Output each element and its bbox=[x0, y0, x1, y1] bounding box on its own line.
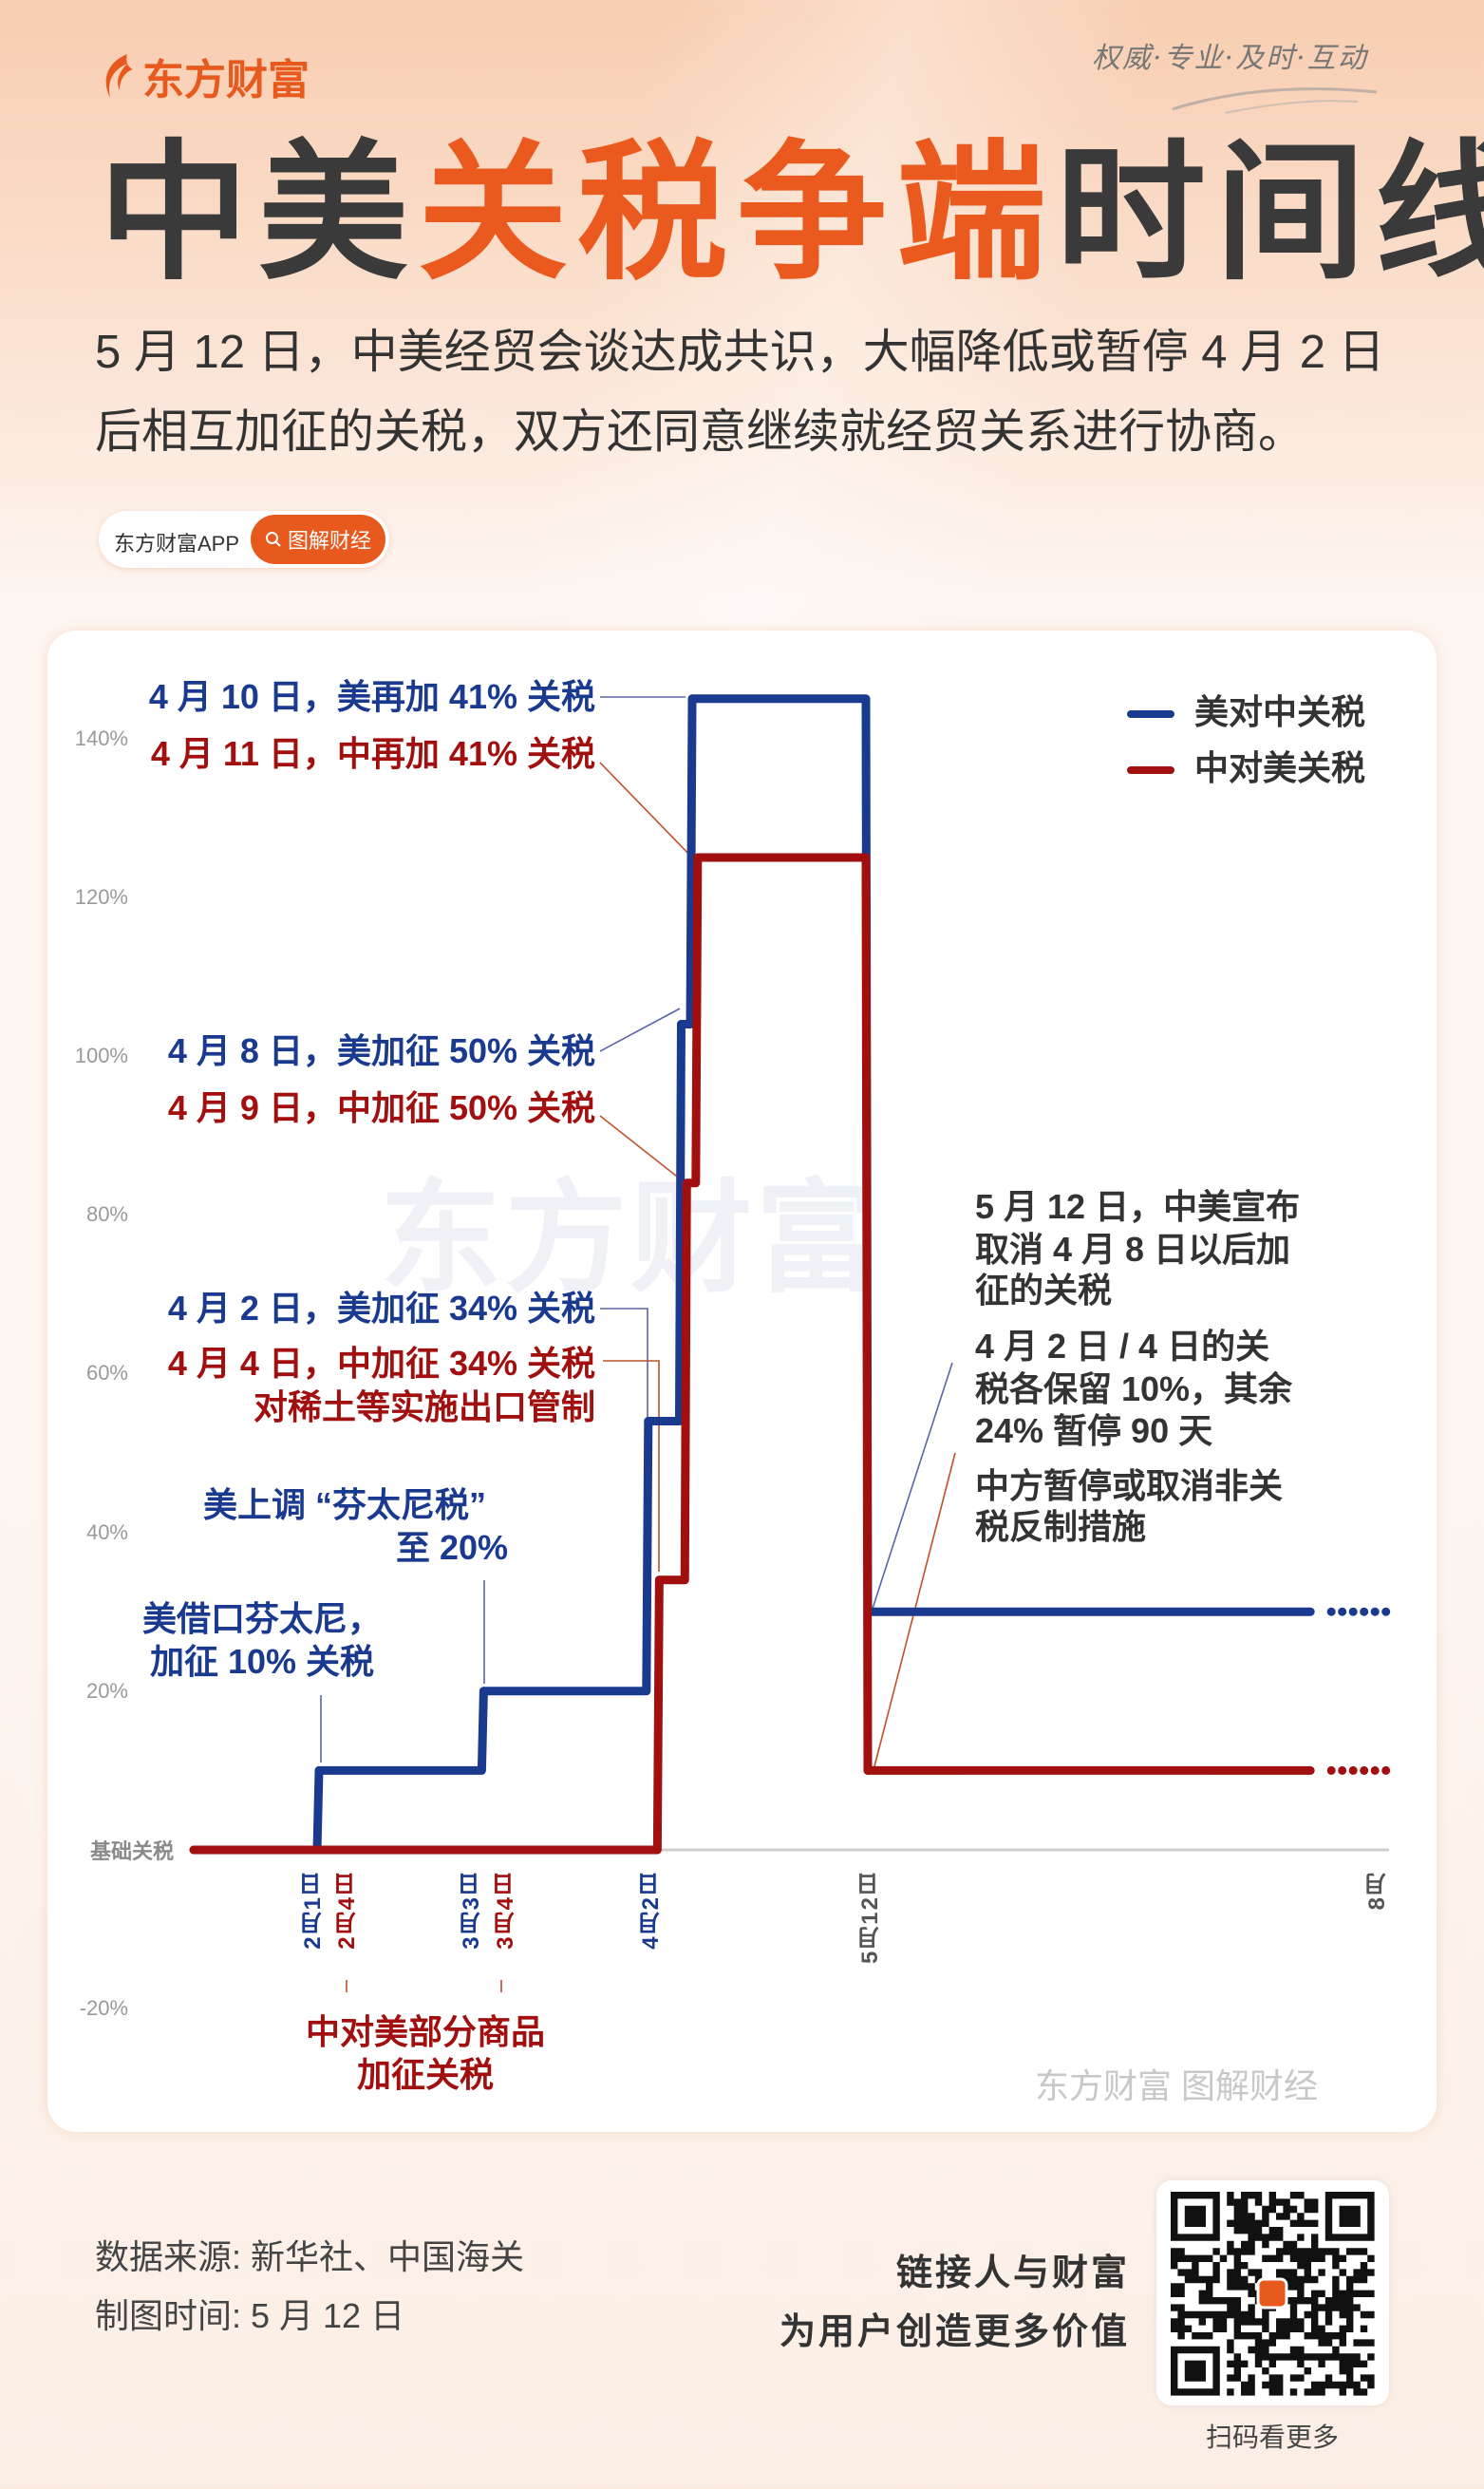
connector-apr8 bbox=[599, 1008, 681, 1052]
annotation-apr8: 4 月 8 日，美加征 50% 关税 bbox=[167, 1031, 595, 1070]
title-part-3: 时间线 bbox=[1056, 130, 1484, 297]
legend-label-cn: 中对美关税 bbox=[1194, 748, 1366, 787]
series-cn-continuation-dot bbox=[1381, 1765, 1391, 1775]
qr-code-icon bbox=[1171, 2192, 1375, 2396]
annotation-mar3-line1: 美上调 “芬太尼税” bbox=[202, 1485, 486, 1524]
brand-name: 东方财富 bbox=[142, 57, 310, 104]
series-us-step-03-03 bbox=[314, 1687, 488, 1775]
series-cn bbox=[189, 853, 1391, 1855]
series-us-continuation-dot bbox=[1348, 1607, 1358, 1616]
y-tick-label: 80% bbox=[85, 1202, 128, 1227]
note-line: 税各保留 10%，其余 bbox=[975, 1369, 1293, 1408]
flame-logo-icon bbox=[105, 54, 133, 98]
note-line: 税反制措施 bbox=[975, 1507, 1147, 1546]
chart-footer-watermark: 东方财富 图解财经 bbox=[1035, 2066, 1319, 2105]
note-line: 5 月 12 日，中美宣布 bbox=[975, 1187, 1301, 1226]
y-tick-label: 60% bbox=[85, 1361, 128, 1386]
subtitle-line-1: 5 月 12 日，中美经贸会谈达成共识，大幅降低或暂停 4 月 2 日 bbox=[95, 327, 1385, 378]
y-tick-label: 基础关税 bbox=[89, 1839, 174, 1863]
annotation-feb1-line2: 加征 10% 关税 bbox=[150, 1642, 375, 1681]
series-cn-continuation-dot bbox=[1360, 1765, 1369, 1775]
note-line: 征的关税 bbox=[975, 1271, 1113, 1310]
annotation-cn-goods-line1: 中对美部分商品 bbox=[305, 2012, 546, 2051]
data-source: 数据来源: 新华社、中国海关 bbox=[95, 2237, 525, 2276]
x-tick-label: 3月3日 bbox=[459, 1871, 485, 1950]
page-title: 中美关税争端时间线 bbox=[99, 123, 1484, 304]
y-tick-label: 120% bbox=[74, 884, 128, 909]
qr-caption: 扫码看更多 bbox=[1205, 2423, 1340, 2452]
category-tag-label: 图解财经 bbox=[287, 529, 371, 553]
series-cn-continuation-dot bbox=[1338, 1765, 1347, 1775]
brand-logo: 东方财富 bbox=[99, 46, 310, 106]
connector-apr4 bbox=[603, 1360, 660, 1572]
annotation-apr11: 4 月 11 日，中再加 41% 关税 bbox=[150, 734, 595, 773]
series-cn-continuation-dot bbox=[1348, 1765, 1358, 1775]
note-line: 中方暂停或取消非关 bbox=[975, 1466, 1284, 1505]
annotation-apr9: 4 月 9 日，中加征 50% 关税 bbox=[167, 1088, 595, 1127]
y-tick-label: 40% bbox=[85, 1519, 128, 1544]
note-line: 取消 4 月 8 日以后加 bbox=[975, 1230, 1291, 1269]
series-cn-step-04-09 bbox=[654, 1179, 691, 1585]
annotation-mar3-line2: 至 20% bbox=[395, 1528, 508, 1567]
series-us-continuation-dot bbox=[1338, 1607, 1347, 1616]
y-tick-label: 100% bbox=[74, 1044, 128, 1067]
title-part-1: 中美 bbox=[99, 130, 418, 297]
legend-label-us: 美对中关税 bbox=[1194, 692, 1366, 731]
legend-swatch-us bbox=[1127, 710, 1174, 718]
connector-apr11 bbox=[599, 762, 695, 860]
x-tick-label: 5月12日 bbox=[857, 1871, 883, 1965]
series-us-step-04-10 bbox=[676, 694, 697, 1029]
series-us-step-04-08 bbox=[644, 1020, 686, 1426]
connector-apr2 bbox=[600, 1308, 648, 1422]
y-tick-label: -20% bbox=[79, 1996, 128, 2021]
series-cn-step-05-12 bbox=[693, 853, 873, 1775]
qr-center-logo-icon bbox=[1256, 2277, 1288, 2310]
connector-apr9 bbox=[599, 1115, 686, 1184]
brand-slogan: 权威·专业·及时·互动 bbox=[1092, 42, 1368, 75]
app-tag-pill[interactable]: 东方财富APP 图解财经 bbox=[99, 511, 389, 568]
note-line: 24% 暂停 90 天 bbox=[975, 1411, 1213, 1450]
series-us-step-02-01 bbox=[189, 1765, 324, 1855]
annotation-feb1-line1: 美借口芬太尼， bbox=[142, 1599, 383, 1638]
x-tick-label: 2月4日 bbox=[333, 1871, 360, 1950]
subtitle-line-2: 后相互加征的关税，双方还同意继续就经贸关系进行协商。 bbox=[95, 406, 1306, 458]
note-line: 4 月 2 日 / 4 日的关 bbox=[975, 1327, 1270, 1366]
series-cn-continuation-dot bbox=[1326, 1765, 1336, 1775]
series-us-continuation-dot bbox=[1370, 1607, 1380, 1616]
annotation-apr2: 4 月 2 日，美加征 34% 关税 bbox=[167, 1289, 595, 1328]
series-cn-step-04-04 bbox=[189, 1575, 664, 1855]
series-us-continuation-dot bbox=[1381, 1607, 1391, 1616]
series-us-continuation-dot bbox=[1326, 1607, 1336, 1616]
x-tick-label: 3月4日 bbox=[493, 1871, 519, 1950]
x-tick-label: 2月1日 bbox=[299, 1871, 326, 1950]
qr-code[interactable] bbox=[1156, 2180, 1389, 2405]
title-highlight: 关税争端 bbox=[418, 130, 1056, 297]
x-tick-label: 4月2日 bbox=[637, 1871, 664, 1950]
y-tick-label: 20% bbox=[85, 1678, 128, 1703]
y-tick-label: 140% bbox=[74, 726, 128, 750]
series-us-step-05-12 bbox=[687, 694, 873, 1616]
annotation-apr4: 4 月 4 日，中加征 34% 关税 bbox=[167, 1344, 595, 1383]
chart-card bbox=[47, 631, 1437, 2132]
annotation-cn-goods-line2: 加征关税 bbox=[356, 2055, 495, 2094]
x-tick-label: 8月 bbox=[1364, 1871, 1390, 1911]
app-name: 东方财富APP bbox=[114, 532, 240, 556]
chart-date: 制图时间: 5 月 12 日 bbox=[95, 2296, 405, 2335]
series-cn-continuation-dot bbox=[1370, 1765, 1380, 1775]
connector-may12-us bbox=[871, 1362, 953, 1612]
legend-swatch-cn bbox=[1127, 766, 1174, 774]
footer-slogan-1: 链接人与财富 bbox=[895, 2253, 1130, 2293]
footer-slogan-2: 为用户创造更多价值 bbox=[779, 2312, 1130, 2352]
category-tag[interactable]: 图解财经 bbox=[251, 515, 385, 564]
brush-stroke-decoration bbox=[1172, 87, 1378, 114]
series-us-step-04-02 bbox=[479, 1417, 653, 1696]
series-cn-step-04-11 bbox=[682, 853, 703, 1188]
series-us-continuation-dot bbox=[1360, 1607, 1369, 1616]
annotation-apr10: 4 月 10 日，美再加 41% 关税 bbox=[148, 677, 595, 716]
watermark: 东方财富 bbox=[380, 1171, 882, 1307]
annotation-apr4-export-control: 对稀土等实施出口管制 bbox=[253, 1387, 595, 1426]
search-icon bbox=[265, 532, 281, 547]
